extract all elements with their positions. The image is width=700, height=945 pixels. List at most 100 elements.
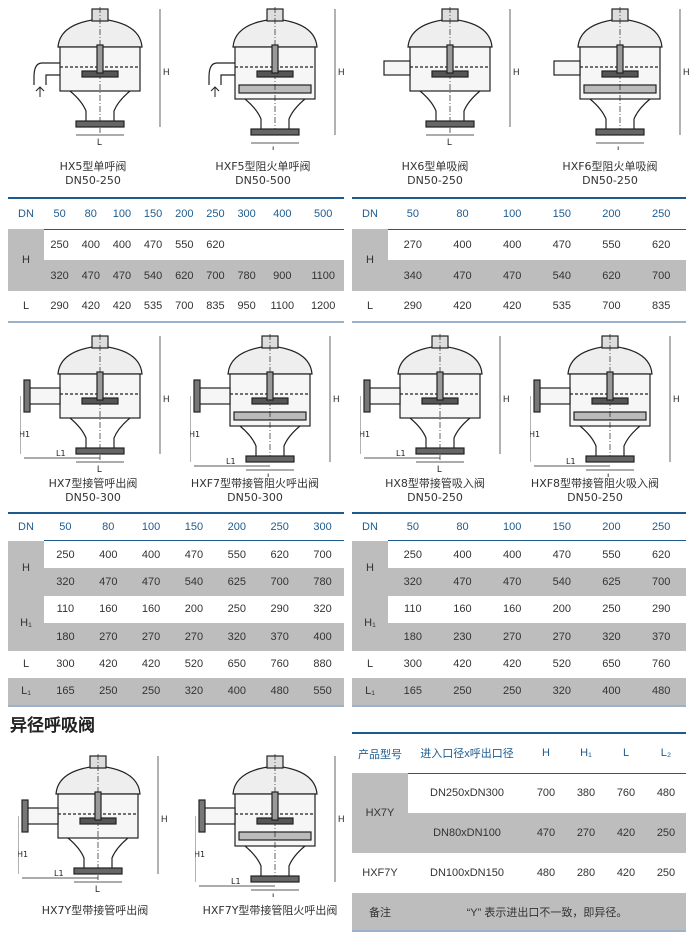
dim-L: L [437,464,442,474]
table-row: L 290 420 420 535 700 835 [352,291,686,322]
table-cell: 420 [99,658,118,671]
dim-L1: L1 [226,457,236,466]
table-cell: 620 [651,548,671,561]
valve-neck [69,417,131,448]
table-cell: 700 [199,260,232,291]
table-cell: 400 [453,238,472,251]
note-row: 备注 “Y” 表示进出口不一致，即异径。 [352,893,686,931]
valve-neck [579,425,641,456]
header-cell: 150 [536,198,587,230]
dim-L: L [97,464,102,474]
table-cell: 320 [313,603,332,616]
table-row: HXF7Y DN100xDN150 480 280 420 250 [352,853,686,893]
header-cell: 300 [231,198,263,230]
table-header-row: DN 50 80 100 150 200 250 [352,513,686,541]
base-flange [75,447,125,455]
table-cell: 480 [636,678,686,706]
table-cell: 700 [258,568,302,596]
table-cell: 320 [586,623,637,651]
table-cell: 270 [129,623,173,651]
table-cell: 300 [56,658,75,671]
header-cell: 150 [536,513,587,541]
side-pipe [197,387,231,405]
table-cell [231,229,262,260]
table-row: 320 470 470 540 620 700 780 900 1100 [8,260,344,291]
table-cell: 250 [129,678,173,706]
table-cell: 470 [487,568,537,596]
header-cell: 80 [86,513,130,541]
dim-H: H [338,67,345,77]
dim-H1: H1 [530,430,540,439]
dim-L: L [272,145,277,150]
table-cell: 520 [552,658,571,671]
drawing-hxf8: H L H1 L1 [530,332,690,477]
caption-hx8: HX8型带接管吸入阀 DN50-250 [385,477,485,504]
table-cell: 270 [172,623,216,651]
table-cell: 250 [602,603,621,616]
row-label: L [22,300,30,312]
valve-neck [244,845,306,876]
base-flange [250,875,300,883]
table-hx6-hxf6: DN 50 80 100 150 200 250 H 270 400 400 470 550 620 340… [352,197,686,323]
dim-H: H [161,814,168,824]
header-cell: DN [362,208,378,220]
dim-H: H [513,67,520,77]
row-label: H [8,540,44,596]
row-model: HX7Y [352,773,408,853]
table-cell: 250 [437,678,488,706]
table-cell: 950 [237,300,256,312]
side-pipe [25,807,59,825]
table-cell: 470 [487,260,537,291]
dim-H: H [503,394,510,404]
header-cell: 200 [215,513,259,541]
table-hx7-hxf7: DN 50 80 100 150 200 250 300 H 250 400 400 470 550 620… [8,512,344,707]
table-cell: 300 [403,658,422,671]
pipe-flange [193,379,201,413]
table-cell: 1200 [310,300,336,312]
header-cell: 250 [636,198,686,230]
row-label: L [366,658,374,671]
dim-H: H [673,394,680,404]
row-label: L [366,300,374,312]
row-label: H₁ [352,595,388,651]
base-flange [585,455,635,463]
table-cell: 370 [636,623,686,651]
table-cell: 420 [606,813,646,853]
table-cell: 1100 [270,300,295,312]
table-row: 180 270 270 270 320 370 400 [8,623,344,651]
header-cell: 50 [44,198,76,230]
header-cell: 250 [199,198,232,230]
table-cell: 250 [656,867,676,879]
dim-L: L [97,137,102,147]
header-cell: 50 [388,513,438,541]
table-cell: 320 [388,568,438,596]
header-cell: DN [362,521,378,534]
table-cell: DN80xDN100 [408,813,526,853]
dim-L1: L1 [396,449,406,458]
valve-stem [271,44,279,74]
valve-stem [271,791,279,821]
dim-L: L [617,145,622,150]
table-cell: 290 [50,300,69,312]
pipe-flange [363,379,371,413]
table-cell: 540 [536,568,587,596]
table-cell: 420 [502,300,522,312]
table-cell: 620 [206,238,225,251]
table-cell: 160 [453,603,472,616]
note-text: “Y” 表示进出口不一致，即异径。 [408,893,686,931]
base-flange [75,120,125,128]
section-title: 异径呼吸阀 [10,716,95,736]
table-row: 320 470 470 540 625 700 [352,568,686,596]
table-cell: 835 [206,300,225,312]
table-row: H₁ 110 160 160 200 250 290 [352,595,686,651]
valve-stem [606,371,614,401]
table-cell: 470 [437,568,488,596]
table-cell: 620 [586,260,637,291]
table-cell: 700 [636,260,686,291]
table-cell [262,229,302,260]
table-cell: 480 [656,787,676,800]
table-cell: 540 [536,260,587,291]
table-cell: 470 [143,238,163,251]
